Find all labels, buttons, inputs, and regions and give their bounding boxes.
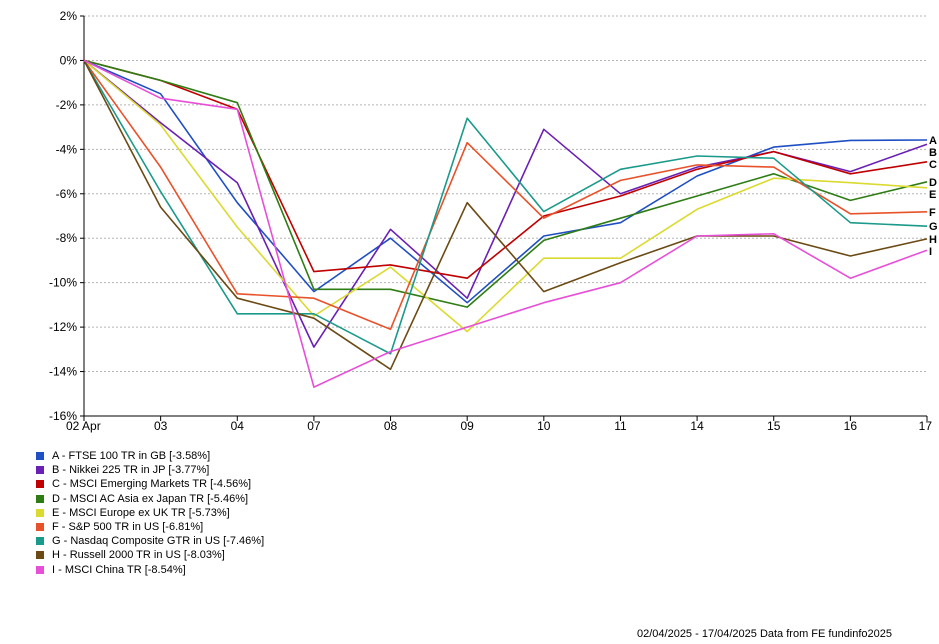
y-tick-label: 2% bbox=[60, 9, 78, 23]
y-tick-label: -2% bbox=[56, 98, 78, 112]
legend-swatch bbox=[36, 565, 44, 574]
legend-swatch bbox=[36, 551, 44, 560]
y-tick-label: -6% bbox=[56, 187, 78, 201]
x-tick-label: 08 bbox=[384, 419, 398, 433]
legend-item: A - FTSE 100 TR in GB [-3.58%] bbox=[36, 449, 264, 463]
x-tick-label: 02 Apr bbox=[66, 419, 101, 433]
x-tick-label: 16 bbox=[844, 419, 858, 433]
series-line-h bbox=[83, 60, 928, 371]
x-axis-ticks: 02 Apr 03 04 07 08 09 10 11 14 15 16 17 bbox=[66, 416, 932, 433]
y-tick-label: -10% bbox=[49, 276, 77, 290]
legend-swatch bbox=[36, 537, 44, 546]
legend-item: I - MSCI China TR [-8.54%] bbox=[36, 563, 264, 577]
legend-label: I - MSCI China TR [-8.54%] bbox=[52, 563, 186, 576]
x-tick-label: 09 bbox=[461, 419, 475, 433]
x-tick-label: 11 bbox=[614, 419, 627, 433]
data-source-footer: 02/04/2025 - 17/04/2025 Data from FE fun… bbox=[637, 628, 893, 640]
legend-label: D - MSCI AC Asia ex Japan TR [-5.46%] bbox=[52, 492, 249, 505]
series-end-label: D bbox=[929, 177, 937, 189]
series-end-label: G bbox=[929, 221, 938, 233]
y-axis-ticks: 2% 0% -2% -4% -6% -8% -10% -12% -14% -16% bbox=[49, 9, 84, 423]
y-tick-label: -14% bbox=[49, 365, 77, 379]
x-tick-label: 10 bbox=[537, 419, 551, 433]
series-line-c bbox=[83, 59, 928, 280]
series-line-e bbox=[83, 59, 928, 333]
legend-item: D - MSCI AC Asia ex Japan TR [-5.46%] bbox=[36, 492, 264, 506]
series-end-label: A bbox=[929, 135, 937, 147]
series-end-label: F bbox=[929, 207, 936, 219]
series-line-f bbox=[83, 59, 928, 331]
legend-swatch bbox=[36, 508, 44, 517]
series-line-g bbox=[83, 59, 928, 355]
legend-item: F - S&P 500 TR in US [-6.81%] bbox=[36, 520, 264, 534]
legend-item: H - Russell 2000 TR in US [-8.03%] bbox=[36, 548, 264, 562]
series-end-label: C bbox=[929, 159, 937, 171]
legend-item: B - Nikkei 225 TR in JP [-3.77%] bbox=[36, 463, 264, 477]
legend-label: A - FTSE 100 TR in GB [-3.58%] bbox=[52, 450, 211, 462]
legend-item: C - MSCI Emerging Markets TR [-4.56%] bbox=[36, 477, 264, 491]
series-line-a bbox=[83, 59, 928, 304]
legend-label: H - Russell 2000 TR in US [-8.03%] bbox=[52, 549, 225, 562]
legend-swatch bbox=[36, 480, 44, 489]
x-tick-label: 04 bbox=[231, 419, 245, 433]
y-tick-label: -16% bbox=[49, 409, 77, 423]
legend-label: G - Nasdaq Composite GTR in US [-7.46%] bbox=[52, 535, 265, 548]
x-tick-label: 15 bbox=[767, 419, 781, 433]
series-end-label: H bbox=[929, 234, 937, 246]
legend-label: C - MSCI Emerging Markets TR [-4.56%] bbox=[52, 478, 252, 491]
x-tick-label: 14 bbox=[690, 419, 704, 433]
y-tick-label: -12% bbox=[49, 320, 77, 334]
series-line-i bbox=[83, 59, 928, 388]
legend-swatch bbox=[36, 523, 44, 532]
y-tick-label: 0% bbox=[60, 53, 78, 67]
chart-legend: A - FTSE 100 TR in GB [-3.58%] B - Nikkei… bbox=[36, 449, 264, 577]
series-lines bbox=[83, 59, 928, 388]
legend-label: F - S&P 500 TR in US [-6.81%] bbox=[52, 520, 204, 533]
chart-axes bbox=[83, 16, 927, 417]
legend-item: E - MSCI Europe ex UK TR [-5.73%] bbox=[36, 506, 264, 520]
legend-label: B - Nikkei 225 TR in JP [-3.77%] bbox=[52, 464, 210, 477]
gridlines bbox=[84, 15, 927, 373]
legend-label: E - MSCI Europe ex UK TR [-5.73%] bbox=[52, 506, 230, 519]
x-tick-label: 07 bbox=[307, 419, 321, 433]
series-line-b bbox=[83, 59, 928, 348]
series-end-label: B bbox=[929, 147, 937, 159]
series-end-label: E bbox=[929, 189, 936, 201]
series-end-label: I bbox=[929, 246, 932, 258]
x-tick-label: 03 bbox=[154, 419, 168, 433]
legend-item: G - Nasdaq Composite GTR in US [-7.46%] bbox=[36, 534, 264, 548]
legend-swatch bbox=[36, 452, 44, 461]
y-tick-label: -4% bbox=[56, 142, 78, 156]
y-tick-label: -8% bbox=[56, 231, 78, 245]
legend-swatch bbox=[36, 494, 44, 503]
legend-swatch bbox=[36, 466, 44, 475]
x-tick-label: 17 bbox=[919, 419, 933, 433]
